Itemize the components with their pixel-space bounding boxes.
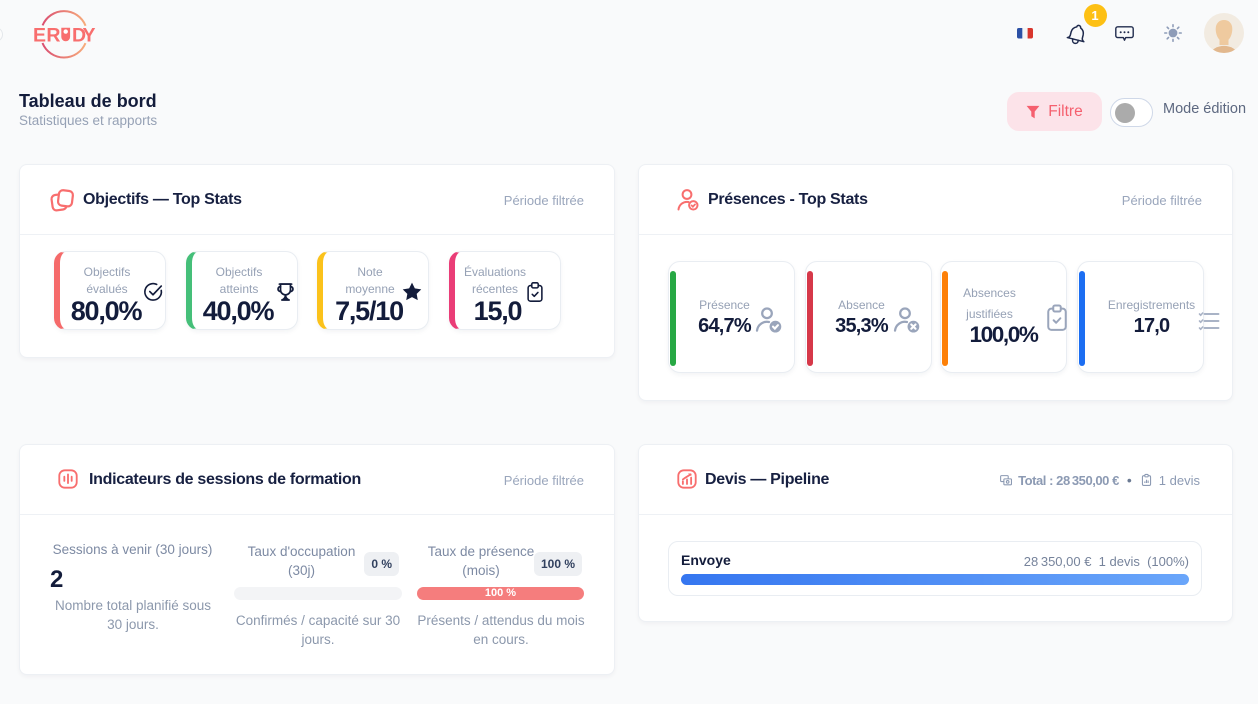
svg-text:DY: DY (72, 25, 96, 47)
svg-text:ER: ER (33, 25, 61, 47)
